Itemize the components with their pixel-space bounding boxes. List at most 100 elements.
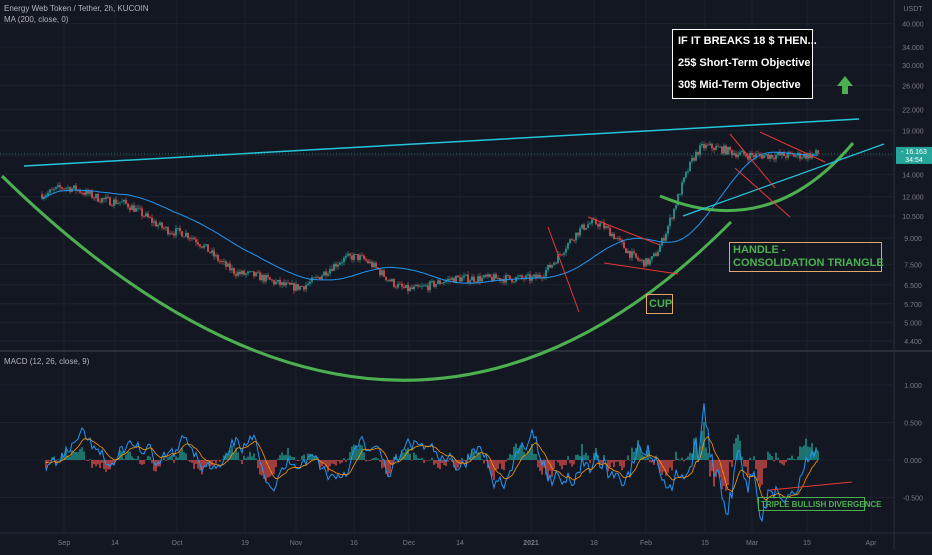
candle-body (557, 254, 559, 264)
divergence-label[interactable]: TRIPLE BULLISH DIVERGENCE (758, 497, 881, 511)
macd-histogram-bar (269, 460, 271, 477)
macd-histogram-bar (611, 460, 613, 463)
macd-histogram-bar (505, 460, 507, 462)
macd-histogram-bar (717, 460, 719, 473)
candle-body (787, 152, 789, 158)
macd-histogram-bar (665, 460, 667, 476)
candle-body (721, 146, 723, 154)
handle-curve (659, 142, 855, 213)
macd-histogram-bar (591, 459, 593, 460)
macd-histogram-bar (353, 444, 355, 460)
candle-body (269, 277, 271, 280)
macd-histogram-bar (563, 460, 565, 466)
macd-histogram-bar (663, 460, 665, 472)
handle-label[interactable]: HANDLE - CONSOLIDATION TRIANGLE (729, 242, 884, 272)
price-tick-label: 40.000 (902, 22, 924, 29)
candle-body (761, 155, 763, 159)
candle-body (251, 271, 253, 273)
macd-histogram-bar (397, 459, 399, 460)
macd-histogram-bar (295, 460, 297, 461)
macd-histogram-bar (511, 454, 513, 460)
macd-histogram-bar (529, 448, 531, 460)
macd-histogram-bar (659, 460, 661, 473)
macd-histogram-bar (409, 453, 411, 460)
macd-histogram-bar (667, 460, 669, 473)
macd-histogram-bar (807, 446, 809, 460)
candle-body (445, 280, 447, 283)
candle-body (609, 227, 611, 237)
macd-histogram-bar (323, 460, 325, 464)
macd-histogram-bar (609, 460, 611, 468)
candle-body (421, 285, 423, 287)
candle-body (257, 272, 259, 274)
macd-histogram-bar (75, 451, 77, 460)
candle-body (793, 153, 795, 157)
time-tick-label: Oct (172, 540, 183, 547)
macd-histogram-bar (77, 452, 79, 460)
candle-body (219, 260, 221, 262)
candle-body (613, 233, 615, 239)
candle-body (123, 199, 125, 202)
time-tick-label: 16 (350, 540, 358, 547)
macd-histogram-bar (623, 460, 625, 468)
macd-histogram-bar (617, 460, 619, 462)
macd-histogram-bar (651, 460, 653, 463)
candle-body (431, 280, 433, 282)
macd-histogram-bar (223, 455, 225, 460)
macd-histogram-bar (471, 450, 473, 460)
macd-histogram-bar (741, 456, 743, 460)
candle-body (405, 284, 407, 288)
macd-histogram-bar (257, 460, 259, 469)
macd-histogram-bar (145, 459, 147, 461)
ma-indicator-label[interactable]: MA (200, close, 0) (4, 15, 69, 24)
candle-body (565, 248, 567, 253)
macd-histogram-bar (519, 446, 521, 460)
candle-body (239, 271, 241, 275)
candle-body (393, 279, 395, 287)
candle-body (197, 242, 199, 245)
macd-histogram-bar (777, 457, 779, 460)
macd-histogram-bar (161, 459, 163, 461)
cup-label[interactable]: CUP (646, 294, 673, 314)
time-tick-label: Sep (58, 540, 71, 547)
macd-histogram-bar (171, 454, 173, 460)
macd-histogram-bar (495, 460, 497, 471)
macd-histogram-bar (341, 460, 343, 463)
candle-body (589, 223, 591, 225)
candle-body (437, 280, 439, 284)
macd-histogram-bar (233, 453, 235, 460)
candle-body (165, 227, 167, 229)
time-tick-label: 19 (241, 540, 249, 547)
candle-body (735, 153, 737, 158)
candle-body (707, 144, 709, 146)
macd-histogram-bar (747, 460, 749, 476)
candle-body (303, 286, 305, 290)
macd-indicator-label[interactable]: MACD (12, 26, close, 9) (4, 357, 90, 366)
macd-histogram-bar (615, 460, 617, 462)
symbol-title[interactable]: Energy Web Token / Tether, 2h, KUCOIN (4, 4, 149, 13)
candle-body (305, 285, 307, 290)
candle-body (415, 284, 417, 287)
candle-body (83, 192, 85, 195)
macd-histogram-bar (621, 460, 623, 471)
candle-body (261, 274, 263, 281)
candle-body (483, 275, 485, 278)
macd-histogram-bar (267, 460, 269, 478)
macd-histogram-bar (191, 460, 193, 463)
macd-histogram-bar (757, 460, 759, 481)
candle-body (391, 279, 393, 282)
target-annotation-box[interactable]: IF IT BREAKS 18 $ THEN... 25$ Short-Term… (672, 29, 817, 99)
candle-body (583, 224, 585, 230)
macd-histogram-bar (607, 460, 609, 472)
candle-body (659, 245, 661, 252)
candle-body (563, 252, 565, 255)
candle-body (235, 273, 237, 276)
macd-histogram-bar (545, 460, 547, 475)
candle-body (325, 271, 327, 276)
price-tick-label: 10.500 (902, 214, 924, 221)
macd-histogram-bar (55, 460, 57, 464)
candle-body (623, 242, 625, 249)
macd-histogram-bar (113, 460, 115, 466)
candle-body (353, 254, 355, 260)
macd-histogram-bar (769, 453, 771, 460)
